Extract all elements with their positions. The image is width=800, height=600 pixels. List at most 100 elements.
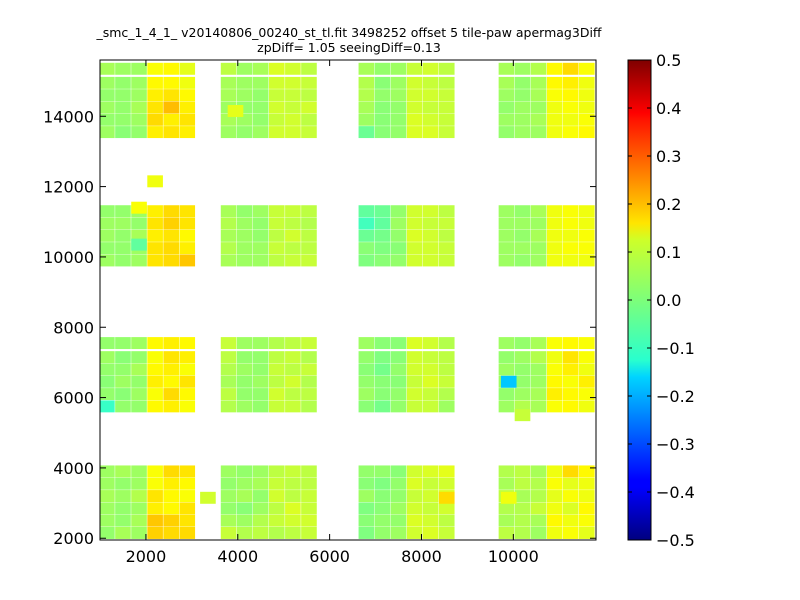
heatmap-cell	[514, 502, 531, 515]
heatmap-cell	[252, 254, 269, 267]
heatmap-cell	[163, 363, 179, 376]
heatmap-cell	[546, 101, 563, 114]
heatmap-cell	[422, 205, 439, 218]
heatmap-cell	[562, 89, 579, 102]
heatmap-cell	[285, 242, 301, 255]
heatmap-cell	[530, 76, 547, 89]
heatmap-cell	[147, 62, 163, 75]
heatmap-cell	[131, 101, 147, 114]
heatmap-cell	[579, 101, 595, 114]
heatmap-cell	[546, 388, 563, 401]
heatmap-cell	[530, 400, 547, 413]
heatmap-cell	[422, 465, 439, 478]
heatmap-cell	[498, 62, 515, 75]
heatmap-cell	[530, 514, 547, 527]
heatmap-cell	[514, 409, 531, 422]
heatmap-cell	[236, 217, 253, 230]
heatmap-cell	[147, 229, 163, 242]
heatmap-cell	[252, 101, 269, 114]
heatmap-cell	[179, 388, 196, 401]
heatmap-cell	[530, 254, 547, 267]
heatmap-cell	[546, 254, 563, 267]
heatmap-cell	[269, 89, 285, 102]
heatmap-cell	[579, 502, 595, 515]
heatmap-cell	[269, 351, 285, 364]
heatmap-cell	[115, 465, 131, 478]
heatmap-cell	[285, 76, 301, 89]
heatmap-cell	[285, 62, 301, 75]
heatmap-cell	[390, 217, 407, 230]
x-tick-label: 4000	[217, 547, 258, 566]
heatmap-cell	[179, 76, 196, 89]
heatmap-cell	[438, 337, 455, 350]
heatmap-cell	[374, 337, 391, 350]
heatmap-cell	[163, 477, 179, 490]
heatmap-cell	[390, 526, 407, 539]
heatmap-cell	[358, 217, 375, 230]
heatmap-cell	[438, 400, 455, 413]
heatmap-cell	[179, 205, 196, 218]
heatmap-cell	[285, 400, 301, 413]
colorbar-tick-label: −0.5	[656, 531, 695, 550]
heatmap-cell	[252, 217, 269, 230]
heatmap-cell	[220, 465, 237, 478]
y-tick-label: 6000	[53, 389, 94, 408]
heatmap-cell	[498, 400, 515, 413]
heatmap-cell	[406, 62, 423, 75]
heatmap-cell	[236, 400, 253, 413]
heatmap-cell	[147, 502, 163, 515]
heatmap-cell	[100, 62, 115, 75]
heatmap-cell	[498, 229, 515, 242]
heatmap-cell	[514, 101, 531, 114]
heatmap-cell	[406, 388, 423, 401]
heatmap-cell	[236, 76, 253, 89]
heatmap-cell	[498, 126, 515, 139]
heatmap-cell	[115, 388, 131, 401]
heatmap-cell	[179, 400, 196, 413]
heatmap-cell	[236, 113, 253, 126]
heatmap-cell	[514, 229, 531, 242]
heatmap-cell	[301, 363, 317, 376]
heatmap-cell	[100, 351, 115, 364]
heatmap-cell	[100, 375, 115, 388]
heatmap-cell	[301, 337, 317, 350]
heatmap-cell	[422, 337, 439, 350]
heatmap-cell	[498, 337, 515, 350]
heatmap-cell	[374, 363, 391, 376]
heatmap-cell	[530, 113, 547, 126]
heatmap-cell	[269, 229, 285, 242]
heatmap-cell	[269, 205, 285, 218]
heatmap-cell	[406, 89, 423, 102]
heatmap-cell	[546, 351, 563, 364]
heatmap-cell	[220, 375, 237, 388]
heatmap-cell	[301, 217, 317, 230]
heatmap-cell	[236, 229, 253, 242]
plot-frame	[99, 59, 597, 541]
heatmap-cell	[530, 526, 547, 539]
heatmap-cell	[269, 76, 285, 89]
heatmap-cell	[422, 388, 439, 401]
heatmap-cell	[374, 254, 391, 267]
heatmap-cell	[438, 76, 455, 89]
heatmap-cell	[179, 490, 196, 503]
heatmap-cell	[358, 363, 375, 376]
heatmap-cell	[131, 388, 147, 401]
heatmap-cell	[438, 113, 455, 126]
y-tick-label: 4000	[53, 459, 94, 478]
heatmap-cell	[562, 254, 579, 267]
heatmap-cell	[252, 514, 269, 527]
heatmap-cell	[301, 400, 317, 413]
heatmap-cell	[390, 101, 407, 114]
heatmap-cell	[406, 126, 423, 139]
heatmap-cell	[285, 101, 301, 114]
heatmap-cell	[100, 363, 115, 376]
heatmap-cell	[147, 477, 163, 490]
heatmap-cell	[220, 490, 237, 503]
heatmap-cell	[358, 126, 375, 139]
heatmap-cell	[422, 126, 439, 139]
heatmap-cell	[179, 62, 196, 75]
heatmap-cell	[579, 526, 595, 539]
heatmap-cell	[422, 502, 439, 515]
colorbar-tick-label: 0.0	[656, 291, 681, 310]
heatmap-cells	[100, 62, 595, 539]
